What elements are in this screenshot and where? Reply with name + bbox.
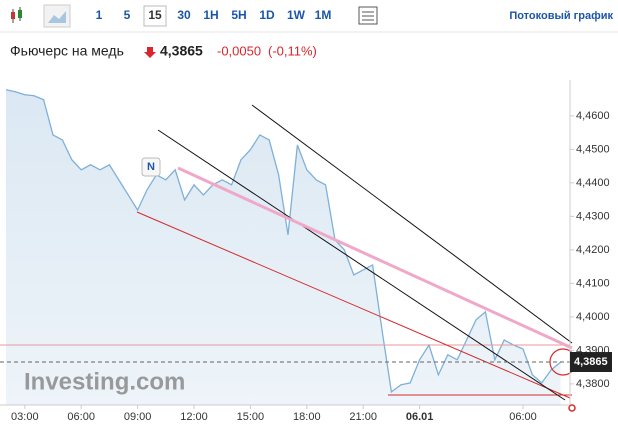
interval-button[interactable]: 5H	[231, 8, 246, 22]
x-tick-label: 06:00	[509, 411, 537, 423]
down-arrow	[144, 47, 156, 58]
interval-button[interactable]: 5	[124, 8, 131, 22]
x-tick-label: 06:00	[67, 411, 95, 423]
drawings	[0, 104, 577, 412]
y-tick-label: 4,4100	[576, 277, 610, 289]
x-tick-label: 06.01	[406, 411, 434, 423]
y-tick-label: 4,4500	[576, 143, 610, 155]
y-tick-label: 4,4600	[576, 110, 610, 122]
y-tick-label: 4,4200	[576, 244, 610, 256]
y-tick-label: 4,4300	[576, 210, 610, 222]
streaming-chart-link[interactable]: Потоковый график	[509, 10, 613, 22]
interval-button[interactable]: 1H	[203, 8, 218, 22]
area-icon[interactable]	[43, 4, 71, 28]
x-tick-label: 15:00	[237, 411, 265, 423]
y-tick-label: 4,3800	[576, 378, 610, 390]
interval-button[interactable]: 1M	[315, 8, 332, 22]
last-price-axis-label: 4,3865	[574, 356, 608, 368]
instrument-title: Фьючерс на медь	[10, 43, 124, 59]
interval-button[interactable]: 30	[177, 8, 191, 22]
x-tick-label: 03:00	[11, 411, 39, 423]
area-icon-glyph	[48, 11, 66, 23]
last-price: 4,3865	[160, 43, 203, 59]
price-change-pct: (-0,11%)	[268, 43, 317, 58]
x-tick-label: 21:00	[349, 411, 377, 423]
y-tick-label: 4,3900	[576, 344, 610, 356]
plot-area	[5, 89, 562, 405]
last-price-badge	[570, 352, 612, 372]
y-tick-label: 4,4400	[576, 177, 610, 189]
interval-button[interactable]: 1D	[259, 8, 275, 22]
price-change: -0,0050	[217, 43, 261, 58]
price-line	[5, 89, 562, 394]
interval-button[interactable]: 1W	[287, 8, 306, 22]
y-tick-label: 4,4000	[576, 311, 610, 323]
x-tick-label: 12:00	[180, 411, 208, 423]
interval-button[interactable]: 15	[148, 8, 162, 22]
area-fill	[6, 89, 561, 405]
watermark: Investing.com	[24, 368, 185, 395]
interval-selected-box	[143, 5, 167, 27]
candle-icon[interactable]	[11, 7, 22, 23]
interval-button[interactable]: 1	[96, 8, 103, 22]
marker-label: N	[147, 161, 155, 173]
x-tick-label: 18:00	[293, 411, 321, 423]
marker-badge[interactable]	[141, 157, 161, 177]
x-tick-label: 09:00	[124, 411, 152, 423]
